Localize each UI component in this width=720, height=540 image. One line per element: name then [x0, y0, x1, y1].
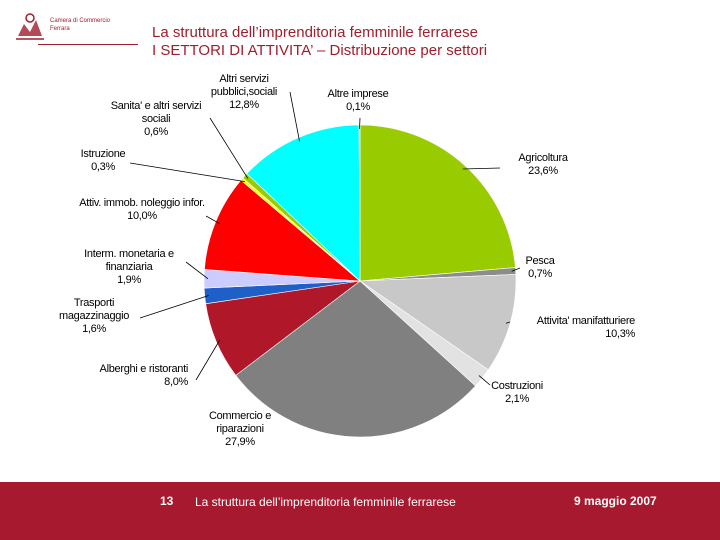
category-label: Attivita' manifatturiere	[536, 315, 636, 327]
value-label: 1,6%	[82, 323, 106, 335]
value-label: 2,1%	[505, 393, 529, 405]
pie-slice	[204, 179, 361, 282]
category-label: Pesca	[525, 255, 555, 267]
category-label: Costruzioni	[491, 380, 543, 392]
title: La struttura dell’imprenditoria femminil…	[152, 24, 478, 41]
leader-line	[129, 162, 246, 183]
value-label: 0,1%	[346, 101, 370, 113]
value-label: 12,8%	[229, 99, 259, 111]
pie-slice	[235, 280, 476, 438]
footer-date: 9 maggio 2007	[574, 494, 657, 508]
leader-line	[205, 215, 220, 224]
slice-label: Sanita' e altri servizi sociali 0,6%	[100, 100, 212, 139]
pie-slice	[246, 124, 361, 282]
slice-label: Attivita' manifatturiere 10,3%	[505, 315, 636, 341]
value-label: 10,0%	[127, 210, 157, 222]
category-label: Istruzione	[80, 148, 126, 160]
value-label: 0,6%	[144, 126, 168, 138]
value-label: 0,3%	[91, 161, 115, 173]
value-label: 23,6%	[528, 165, 558, 177]
footer: 13 La struttura dell’imprenditoria femmi…	[0, 482, 720, 540]
slice-label: Alberghi e ristoranti 8,0%	[78, 363, 189, 389]
footer-text: La struttura dell’imprenditoria femminil…	[195, 495, 456, 509]
category-label: Trasporti magazzinaggio	[58, 297, 130, 322]
logo-emblem	[16, 13, 44, 40]
header-rule	[38, 44, 138, 45]
leader-line	[511, 267, 521, 272]
pie-slice	[359, 274, 517, 371]
value-label: 27,9%	[225, 436, 255, 448]
category-label: Altre imprese	[327, 88, 389, 100]
leader-line	[209, 117, 249, 179]
slice-label: Interm. monetaria e finanziaria 1,9%	[73, 248, 185, 287]
pie-chart	[129, 91, 521, 438]
slice-label: Istruzione 0,3%	[73, 148, 133, 174]
logo-line: Ferrara	[50, 26, 70, 32]
slice-label: Attiv. immob. noleggio infor. 10,0%	[78, 197, 206, 223]
leader-line	[185, 261, 209, 280]
pie-slice	[359, 124, 516, 282]
leader-line	[289, 91, 300, 142]
value-label: 10,3%	[605, 328, 635, 340]
subtitle: I SETTORI DI ATTIVITA’ – Distribuzione p…	[152, 42, 488, 59]
category-label: Alberghi e ristoranti	[99, 363, 189, 375]
slice-label: Altre imprese 0,1%	[318, 88, 398, 114]
leader-line	[195, 339, 221, 381]
category-label: Attiv. immob. noleggio infor.	[79, 197, 205, 209]
slice-label: Trasporti magazzinaggio 1,6%	[48, 297, 140, 336]
category-label: Sanita' e altri servizi sociali	[110, 100, 202, 125]
slice-label: Altri servizi pubblici,sociali 12,8%	[203, 73, 285, 112]
slice-label: Pesca 0,7%	[518, 255, 562, 281]
slice-label: Commercio e riparazioni 27,9%	[198, 410, 282, 449]
leader-line	[139, 295, 209, 319]
logo-line: Camera di Commercio	[50, 18, 111, 24]
value-label: 8,0%	[164, 376, 188, 388]
category-label: Commercio e riparazioni	[208, 410, 272, 435]
slice-label: Agricoltura 23,6%	[503, 152, 583, 178]
leader-line	[478, 375, 491, 386]
value-label: 0,7%	[528, 268, 552, 280]
slice-label: Costruzioni 2,1%	[483, 380, 551, 406]
category-label: Altri servizi pubblici,sociali	[210, 73, 278, 98]
page-number: 13	[160, 494, 174, 508]
value-label: 1,9%	[117, 274, 141, 286]
leader-line	[505, 321, 511, 324]
category-label: Agricoltura	[518, 152, 568, 164]
leader-line	[462, 167, 501, 170]
category-label: Interm. monetaria e finanziaria	[84, 248, 174, 273]
